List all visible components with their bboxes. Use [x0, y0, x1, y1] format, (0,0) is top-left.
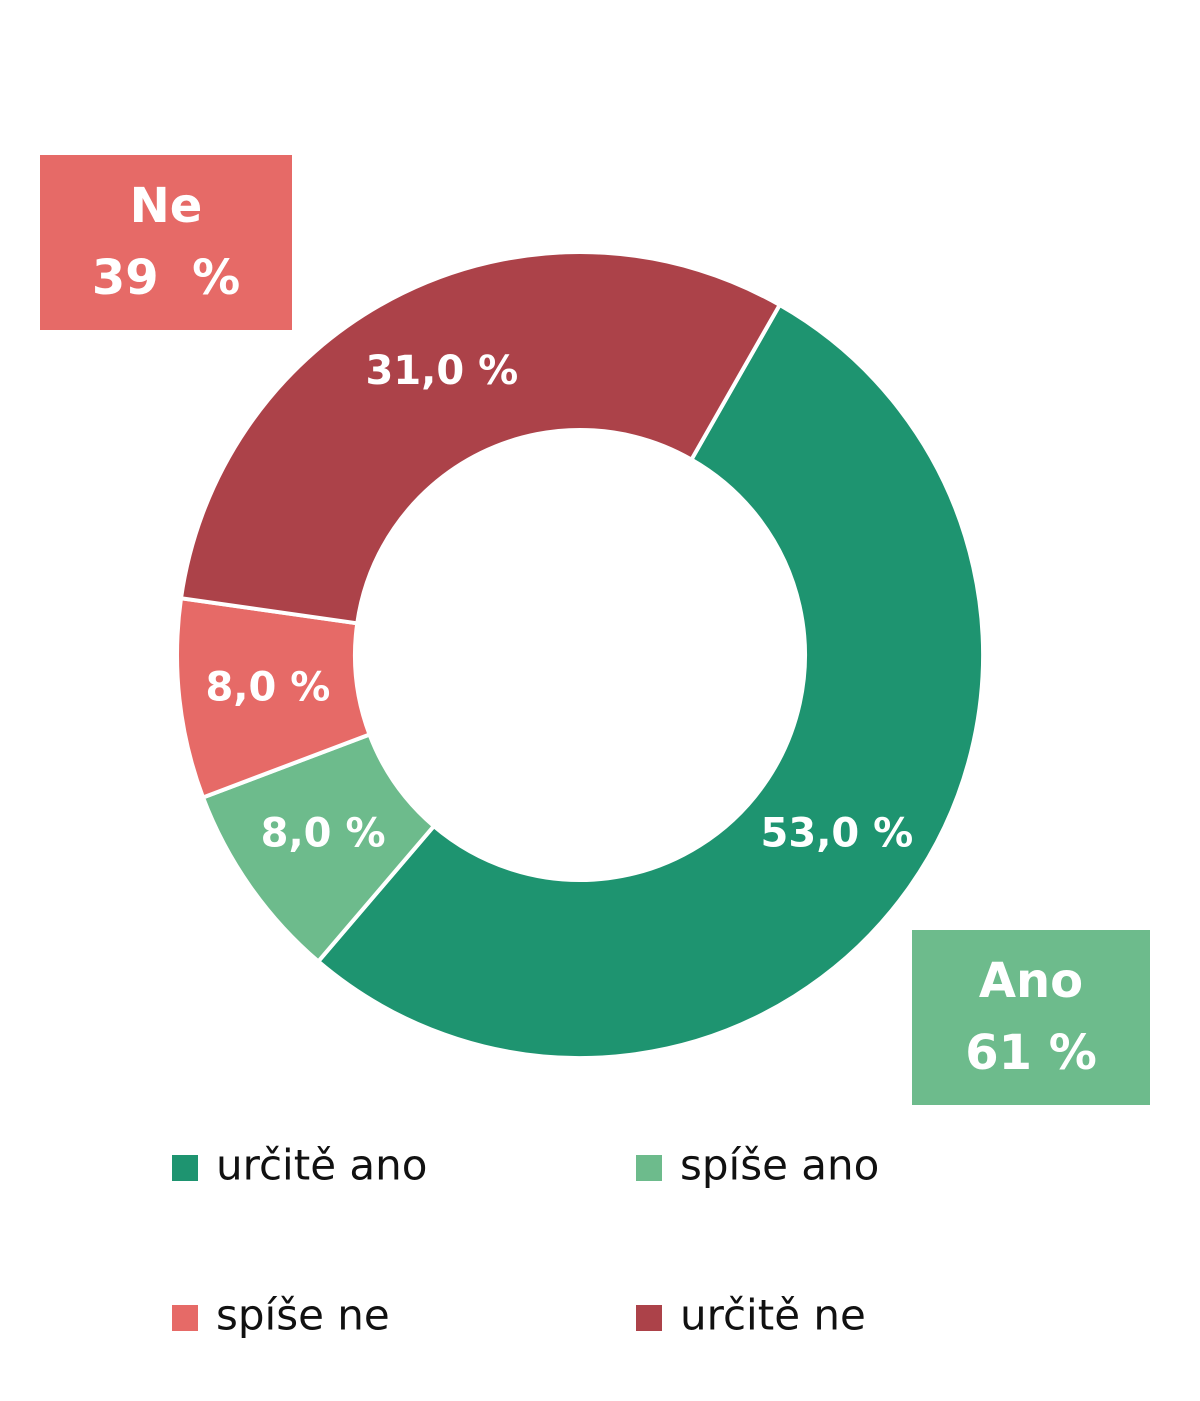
data-label: 53,0 % — [761, 811, 914, 857]
legend-label: spíše ano — [680, 1141, 879, 1190]
donut-segment — [315, 302, 985, 1060]
legend-swatch — [636, 1155, 662, 1181]
callout-text: 39 % — [92, 250, 240, 306]
legend-label: určitě ne — [680, 1291, 866, 1340]
data-label: 8,0 % — [205, 664, 330, 710]
legend-label: spíše ne — [216, 1291, 390, 1340]
legend-label: určitě ano — [216, 1141, 427, 1190]
data-label: 31,0 % — [366, 348, 519, 394]
legend-swatch — [172, 1305, 198, 1331]
donut-segment — [178, 250, 783, 626]
legend-swatch — [636, 1305, 662, 1331]
callout-box — [40, 155, 292, 330]
legend-swatch — [172, 1155, 198, 1181]
callout-text: Ne — [130, 178, 203, 234]
callout-box — [912, 930, 1150, 1105]
callout-text: 61 % — [965, 1025, 1097, 1081]
data-label: 8,0 % — [261, 811, 386, 857]
callout-text: Ano — [979, 953, 1083, 1009]
